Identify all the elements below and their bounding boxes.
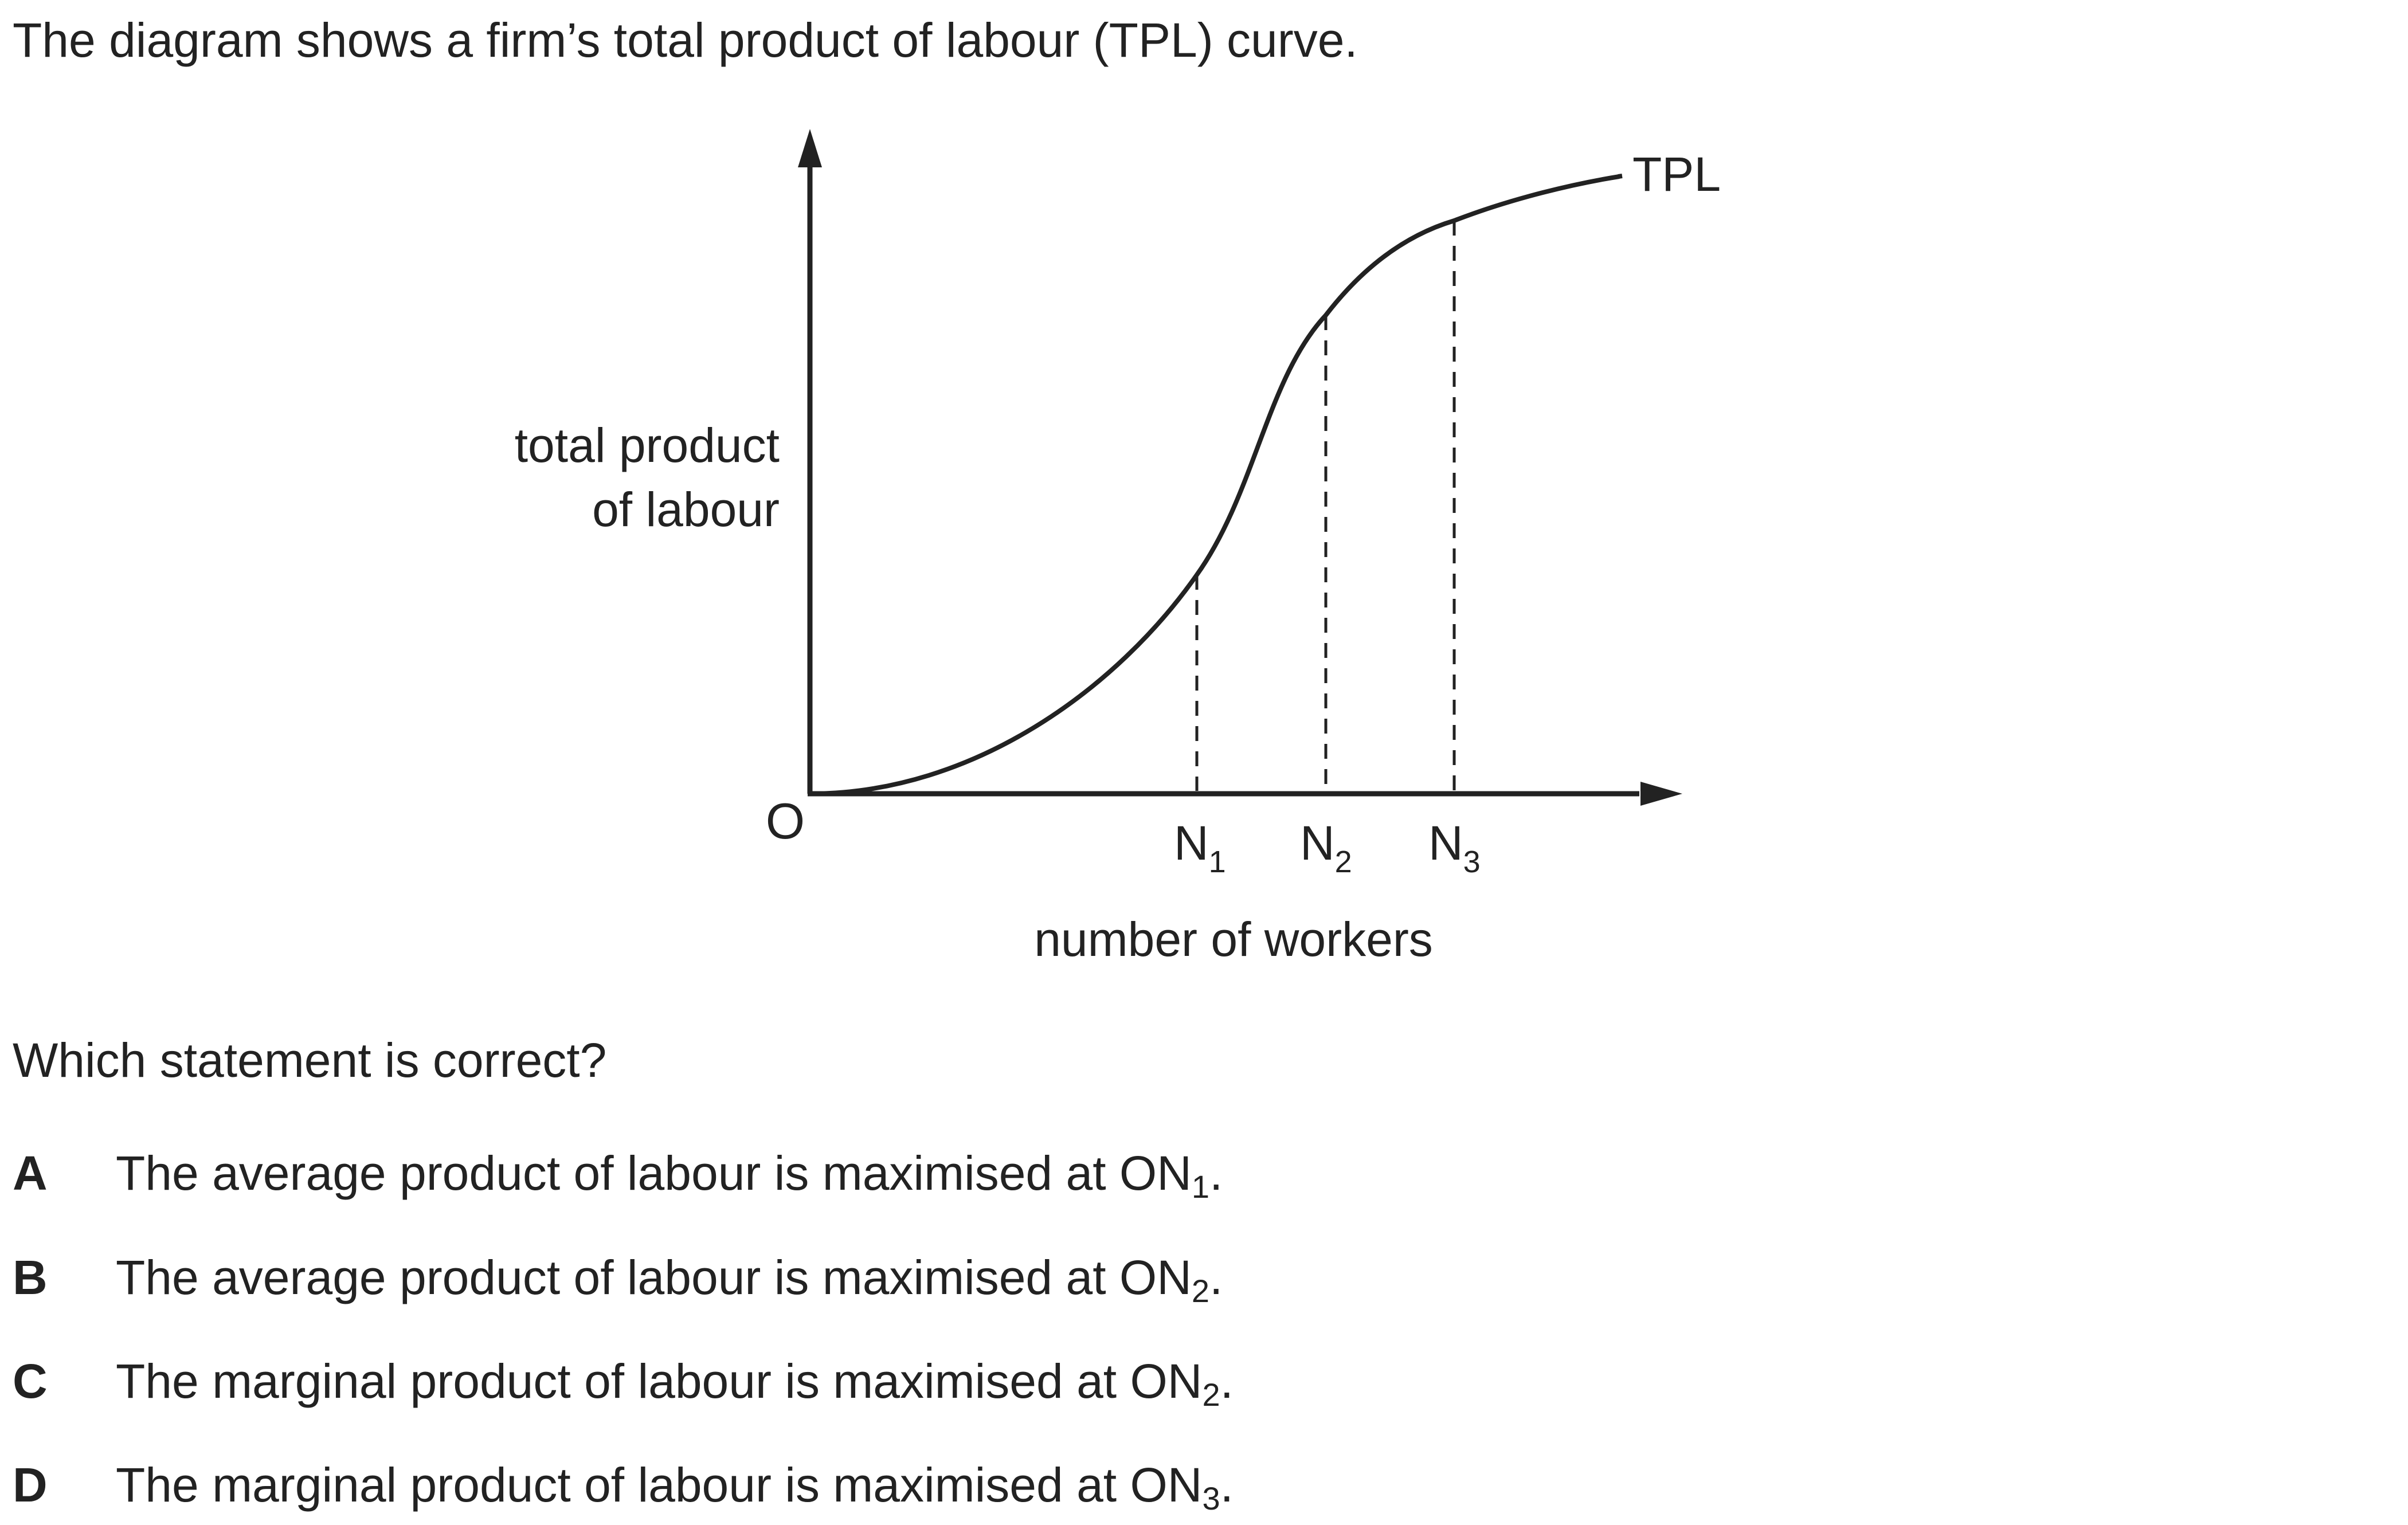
tpl-label-leader	[1618, 174, 1623, 179]
option-b[interactable]: B The average product of labour is maximi…	[13, 1250, 1223, 1307]
option-c-letter: C	[13, 1354, 48, 1408]
option-d-text: The marginal product of labour is maximi…	[116, 1458, 1203, 1512]
option-c[interactable]: C The marginal product of labour is maxim…	[13, 1354, 1234, 1411]
origin-label: O	[766, 793, 805, 849]
y-axis-arrowhead	[798, 129, 822, 167]
option-a-text: The average product of labour is maximis…	[116, 1146, 1192, 1200]
option-a-subscript: 1	[1191, 1169, 1210, 1205]
option-d-subscript: 3	[1202, 1480, 1220, 1516]
option-c-end: .	[1220, 1354, 1234, 1408]
n1-base: N	[1174, 816, 1209, 870]
n2-base: N	[1300, 816, 1335, 870]
tpl-curve-label: TPL	[1632, 147, 1721, 201]
point-label-n3: N3	[1428, 816, 1481, 879]
x-axis-arrowhead	[1640, 782, 1682, 806]
n3-base: N	[1428, 816, 1463, 870]
option-c-subscript: 2	[1202, 1377, 1220, 1413]
option-a-end: .	[1209, 1146, 1223, 1200]
y-axis-label-line2: of labour	[592, 483, 780, 536]
option-a-letter: A	[13, 1146, 48, 1200]
tpl-curve	[809, 174, 1620, 796]
point-label-n1: N1	[1174, 816, 1226, 879]
option-a[interactable]: A The average product of labour is maximi…	[13, 1146, 1223, 1203]
point-label-n2: N2	[1300, 816, 1352, 879]
question-text: Which statement is correct?	[13, 1033, 607, 1087]
option-b-letter: B	[13, 1250, 48, 1304]
option-d[interactable]: D The marginal product of labour is maxim…	[13, 1458, 1234, 1515]
option-d-letter: D	[13, 1458, 48, 1512]
n3-subscript: 3	[1463, 845, 1481, 879]
option-b-subscript: 2	[1191, 1273, 1210, 1309]
option-b-text: The average product of labour is maximis…	[116, 1250, 1192, 1304]
option-b-end: .	[1209, 1250, 1223, 1304]
y-axis-label-line1: total product	[515, 418, 780, 472]
option-d-end: .	[1220, 1458, 1234, 1512]
n1-subscript: 1	[1209, 845, 1226, 879]
intro-text: The diagram shows a firm’s total product…	[13, 13, 1358, 67]
n2-subscript: 2	[1335, 845, 1352, 879]
x-axis-label: number of workers	[1034, 912, 1433, 966]
option-c-text: The marginal product of labour is maximi…	[116, 1354, 1203, 1408]
